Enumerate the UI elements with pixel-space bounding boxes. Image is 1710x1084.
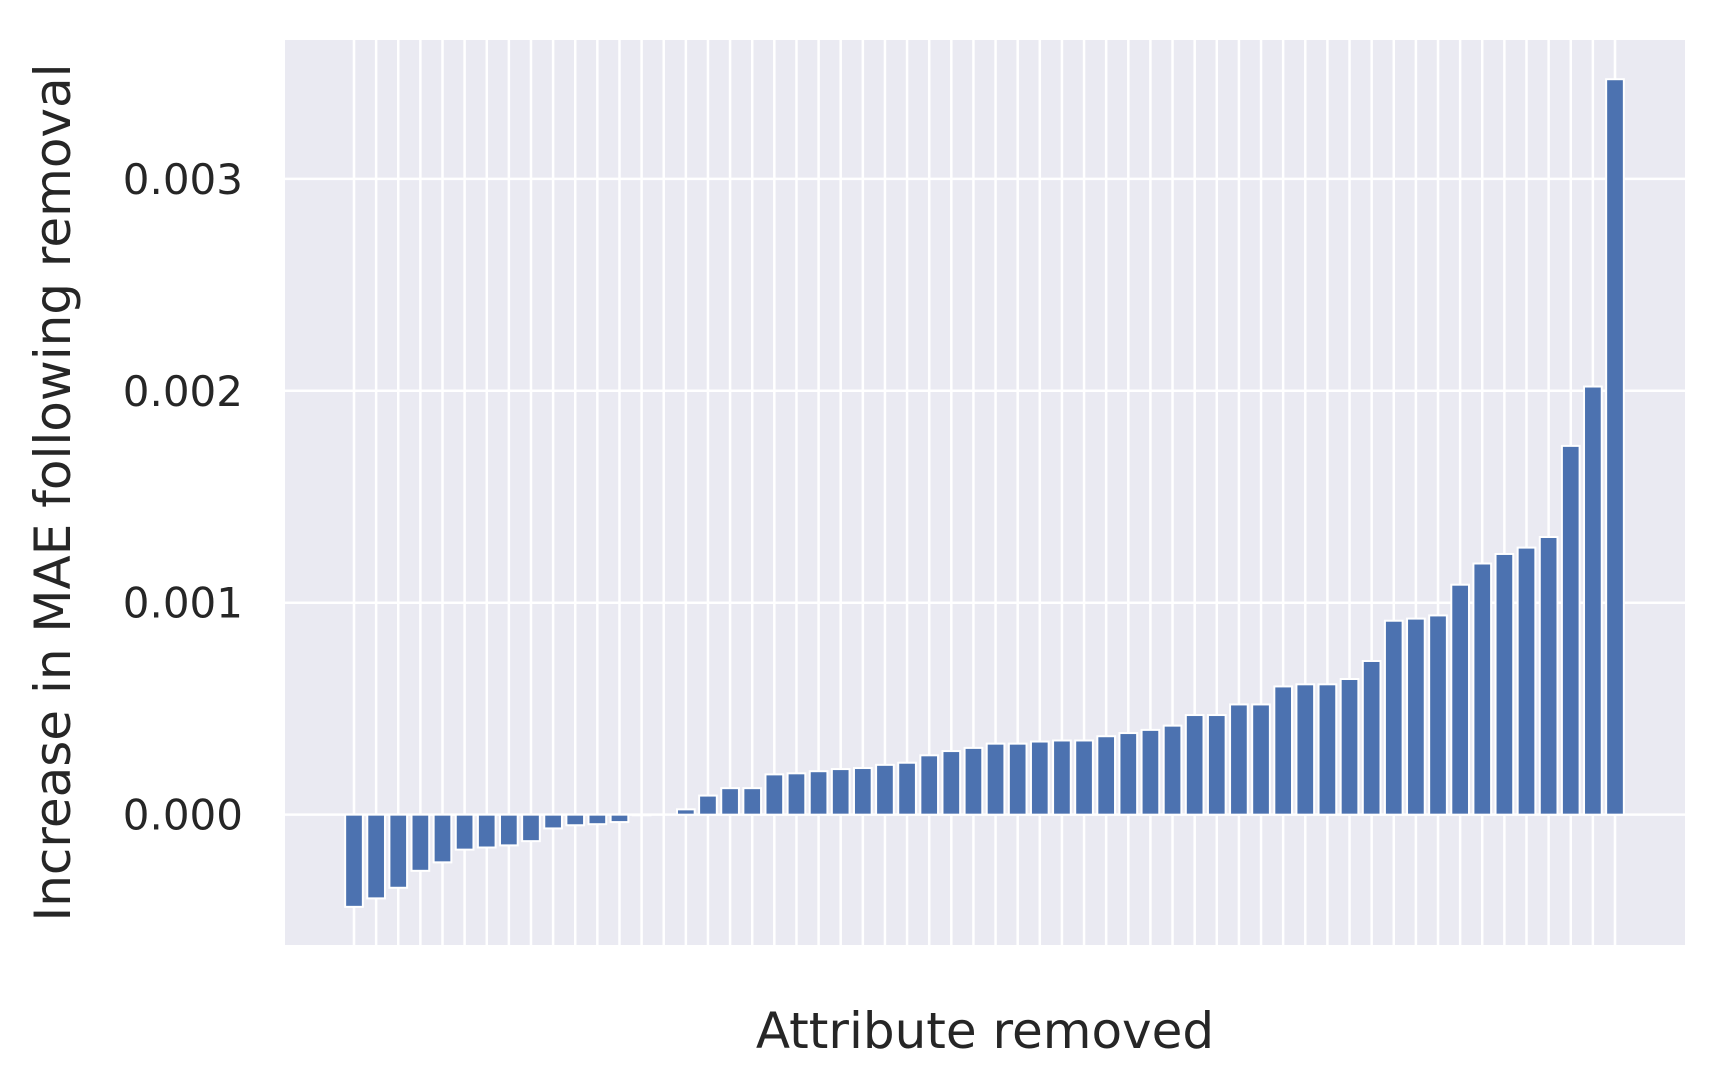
y-tick-label: 0.002: [123, 367, 243, 416]
bar: [1118, 732, 1139, 816]
bar: [410, 813, 431, 872]
bar: [1251, 703, 1271, 816]
bar: [1560, 444, 1581, 816]
bar: [587, 813, 608, 826]
bar: [1052, 739, 1072, 816]
bar: [786, 772, 807, 816]
y-tick-label: 0.003: [123, 155, 243, 204]
y-axis-label: Increase in MAE following removal: [24, 63, 82, 921]
bar: [565, 813, 586, 827]
bar: [1096, 735, 1117, 816]
bar: [1229, 703, 1249, 816]
x-axis-label: Attribute removed: [756, 1002, 1214, 1060]
y-tick-label: 0.001: [123, 579, 243, 628]
bar: [830, 768, 851, 816]
bar: [919, 754, 940, 816]
bar: [521, 813, 541, 843]
bar: [1029, 740, 1050, 816]
bar: [1007, 742, 1028, 816]
bar: [388, 813, 409, 889]
bar: [1428, 614, 1448, 816]
y-tick-label: 0.000: [123, 791, 243, 840]
bar: [1162, 724, 1183, 816]
bar: [808, 770, 829, 816]
bar: [1406, 617, 1426, 816]
bar: [1140, 728, 1161, 816]
bar: [631, 813, 652, 817]
bar: [1383, 619, 1404, 816]
bar-series: [344, 78, 1625, 908]
bar: [941, 750, 962, 816]
bar: [1339, 678, 1360, 816]
bar: [875, 763, 895, 816]
bar: [432, 813, 453, 864]
bar: [1184, 714, 1205, 816]
bar: [698, 794, 718, 816]
bar: [476, 813, 497, 849]
bar: [852, 767, 873, 816]
bar: [1295, 683, 1316, 816]
bar: [1074, 739, 1094, 816]
bar: [897, 761, 917, 816]
bar: [1206, 714, 1227, 816]
bar: [985, 742, 1006, 816]
bar: [609, 813, 630, 824]
bar: [499, 813, 519, 847]
bar: [764, 773, 785, 816]
bar: [675, 808, 696, 816]
bar: [1605, 78, 1625, 816]
bar: [963, 746, 984, 816]
bar: [1516, 546, 1537, 816]
bar: [1450, 583, 1470, 816]
bar: [1538, 536, 1559, 816]
bar: [1494, 552, 1515, 816]
bar: [344, 813, 364, 908]
bar: [1361, 659, 1382, 816]
bar: [742, 787, 763, 816]
bar: [1583, 385, 1603, 816]
bar: [1273, 685, 1294, 816]
y-tick-labels: 0.000 0.001 0.002 0.003: [123, 155, 243, 840]
bar: [720, 787, 740, 816]
bar: [1317, 683, 1338, 816]
bar: [1472, 562, 1493, 816]
bar: [543, 813, 563, 830]
bar: [454, 813, 475, 851]
bar: [366, 813, 386, 900]
